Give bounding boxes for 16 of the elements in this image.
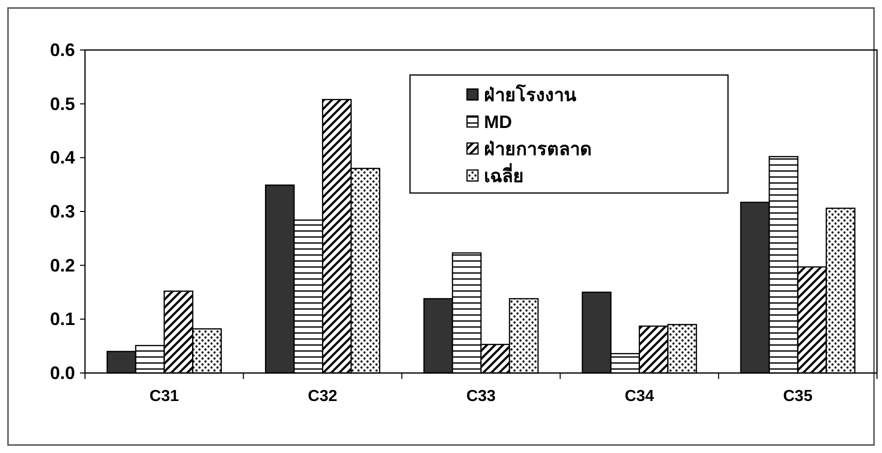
y-tick-label: 0.1	[50, 309, 75, 330]
y-tick-label: 0.3	[50, 202, 75, 222]
x-tick-label: C33	[466, 388, 496, 405]
y-tick-label: 0.6	[50, 40, 75, 60]
legend-label: เฉลี่ย	[484, 163, 524, 186]
x-tick-label: C32	[308, 388, 338, 405]
legend-label: MD	[484, 112, 512, 132]
x-tick-label: C34	[624, 388, 654, 405]
y-tick-label: 0.0	[50, 363, 75, 383]
y-tick-label: 0.2	[50, 255, 75, 276]
x-tick-label: C31	[150, 388, 179, 405]
legend-label: ฝ่ายโรงงาน	[484, 84, 577, 105]
legend-label: ฝ่ายการตลาด	[484, 139, 592, 159]
x-tick-label: C35	[783, 388, 813, 405]
y-tick-label: 0.5	[50, 94, 75, 114]
y-tick-label: 0.4	[50, 148, 75, 168]
